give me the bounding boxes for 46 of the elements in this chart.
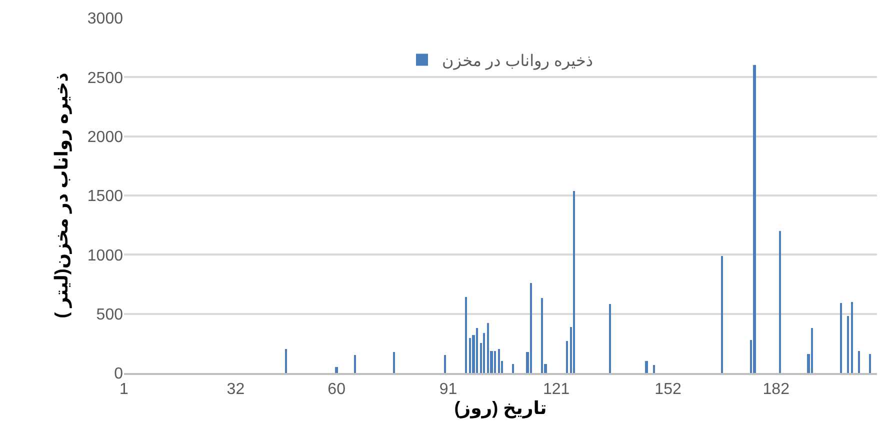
y-tick-label: 500 xyxy=(96,306,124,324)
bar xyxy=(840,303,842,373)
x-tick-label: 32 xyxy=(226,381,245,398)
x-axis-title: تاریخ (روز) xyxy=(454,398,547,420)
bar xyxy=(530,283,532,373)
bar xyxy=(476,328,478,373)
bar xyxy=(566,341,568,373)
bar xyxy=(645,361,648,373)
x-tick-label: 91 xyxy=(439,381,458,398)
bar xyxy=(573,191,575,373)
bar xyxy=(851,302,853,373)
x-tick-label: 152 xyxy=(654,381,682,398)
y-tick-label: 2500 xyxy=(87,70,124,87)
bar xyxy=(847,316,849,373)
bar xyxy=(285,349,287,373)
y-tick-label: 3000 xyxy=(87,10,124,28)
y-tick-label: 2000 xyxy=(87,128,124,146)
bar xyxy=(335,367,338,373)
bar xyxy=(469,338,471,373)
bar xyxy=(541,298,543,373)
bar xyxy=(494,351,496,373)
y-tick-label: 0 xyxy=(114,366,124,383)
x-tick-label: 1 xyxy=(120,381,129,398)
bar xyxy=(721,256,723,373)
bar xyxy=(512,364,514,373)
y-tick-label: 1500 xyxy=(87,188,124,206)
bar xyxy=(354,355,356,373)
bar xyxy=(811,328,813,373)
bar xyxy=(393,352,395,373)
bar xyxy=(753,65,756,373)
bar xyxy=(444,355,446,373)
bar xyxy=(487,323,489,373)
legend-label: ذخیره رواناب در مخزن xyxy=(442,52,594,70)
bar xyxy=(779,231,781,373)
x-tick-label: 60 xyxy=(328,381,346,398)
bar xyxy=(609,304,611,373)
x-tick-label: 182 xyxy=(762,381,790,398)
bar xyxy=(653,365,655,373)
y-tick-label: 1000 xyxy=(87,247,124,264)
y-axis-title: ذخیره رواناب در مخزن(لیتر ) xyxy=(52,72,73,318)
x-tick-label: 121 xyxy=(542,381,570,398)
bar xyxy=(858,351,860,373)
bar xyxy=(483,333,485,373)
bar xyxy=(498,349,500,373)
bar xyxy=(465,297,467,373)
bar xyxy=(869,354,871,373)
